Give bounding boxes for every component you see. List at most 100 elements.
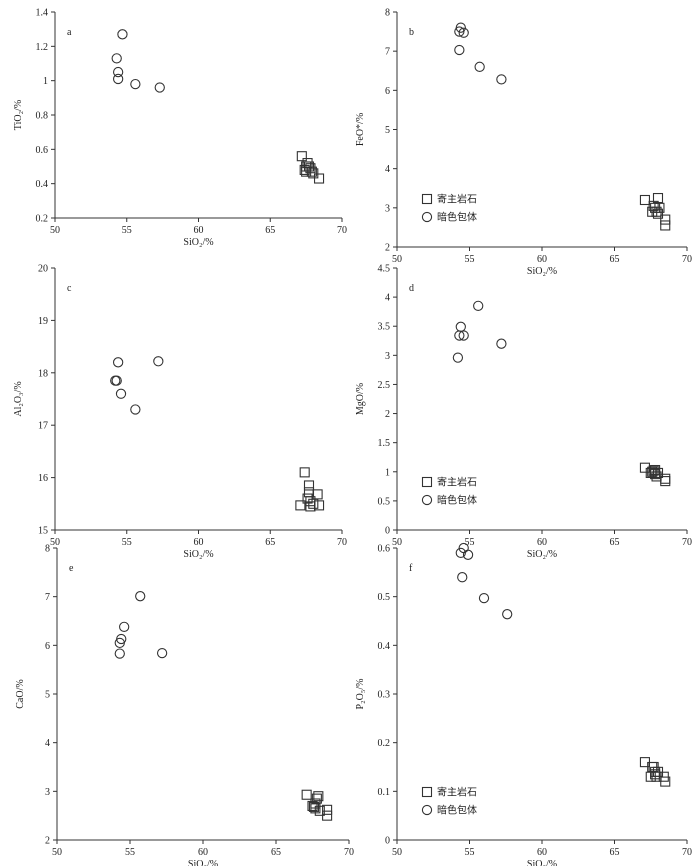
data-point-circle bbox=[462, 549, 474, 560]
x-tick-label: 50 bbox=[392, 254, 402, 265]
x-tick-label: 70 bbox=[682, 254, 692, 265]
legend-circle-marker bbox=[421, 494, 433, 506]
y-axis-title: MgO/% bbox=[355, 383, 366, 415]
y-tick-label: 2 bbox=[45, 836, 50, 847]
data-point-square bbox=[322, 804, 333, 815]
y-tick-label: 8 bbox=[385, 8, 390, 19]
y-axis-title: Al₂O₃/% bbox=[13, 381, 24, 416]
x-tick-label: 60 bbox=[537, 254, 547, 265]
data-point-square bbox=[306, 166, 317, 177]
series-host-rock bbox=[301, 789, 333, 821]
data-point-square bbox=[296, 151, 307, 162]
data-point-circle bbox=[455, 22, 466, 33]
data-point-square bbox=[647, 466, 658, 477]
series-enclave bbox=[111, 29, 165, 93]
y-axis-title: TiO₂/% bbox=[13, 100, 24, 130]
x-tick-label: 60 bbox=[537, 847, 547, 858]
x-tick-label: 50 bbox=[50, 537, 60, 548]
data-point-square bbox=[301, 161, 312, 172]
data-point-square bbox=[652, 208, 664, 219]
y-tick-label: 1 bbox=[43, 76, 48, 87]
data-point-square bbox=[301, 789, 312, 800]
data-point-circle bbox=[454, 44, 465, 56]
data-point-circle bbox=[112, 73, 124, 85]
y-tick-label: 18 bbox=[38, 368, 48, 379]
y-tick-label: 0.2 bbox=[36, 214, 49, 225]
data-point-circle bbox=[502, 609, 513, 620]
x-tick-label: 65 bbox=[271, 847, 281, 858]
data-point-circle bbox=[153, 356, 164, 367]
y-tick-label: 6 bbox=[385, 86, 390, 97]
x-tick-label: 55 bbox=[465, 847, 475, 858]
data-point-square bbox=[303, 480, 315, 491]
panel-letter: a bbox=[67, 27, 72, 38]
y-tick-label: 6 bbox=[45, 641, 50, 652]
legend-entry-enclave: 暗色包体 bbox=[437, 804, 477, 817]
data-point-square bbox=[308, 801, 320, 812]
series-host-rock bbox=[639, 462, 671, 487]
data-point-circle bbox=[135, 591, 146, 602]
y-tick-label: 0.2 bbox=[378, 738, 391, 749]
data-point-circle bbox=[112, 357, 124, 368]
chart-panel-f: 0 0.1 0.2 0.3 0.4 0.5 0.6 50 55 60 65 70 SiO₂/% P₂O₅/… bbox=[355, 542, 692, 866]
y-tick-label: 1.4 bbox=[36, 8, 49, 19]
data-point-circle bbox=[112, 66, 124, 78]
data-point-circle bbox=[452, 352, 464, 363]
data-point-circle bbox=[496, 74, 507, 85]
data-point-circle bbox=[119, 621, 130, 632]
y-axis-title: P₂O₅/% bbox=[355, 679, 366, 710]
x-tick-label: 65 bbox=[265, 537, 275, 548]
x-axis-title: SiO₂/% bbox=[183, 237, 213, 248]
y-tick-label: 3 bbox=[385, 203, 390, 214]
data-point-circle bbox=[474, 61, 485, 72]
y-tick-label: 8 bbox=[45, 544, 50, 555]
y-tick-label: 2 bbox=[385, 243, 390, 254]
x-tick-label: 55 bbox=[125, 847, 135, 858]
x-tick-label: 70 bbox=[337, 225, 347, 236]
x-tick-label: 60 bbox=[194, 225, 204, 236]
y-tick-label: 16 bbox=[38, 473, 48, 484]
x-tick-label: 70 bbox=[344, 847, 354, 858]
x-tick-label: 65 bbox=[610, 254, 620, 265]
y-tick-label: 5 bbox=[385, 125, 390, 136]
panel-letter: c bbox=[67, 283, 72, 294]
x-tick-label: 55 bbox=[122, 225, 132, 236]
data-point-circle bbox=[458, 27, 469, 38]
data-point-square bbox=[295, 500, 306, 511]
data-point-square bbox=[651, 206, 662, 217]
series-enclave bbox=[114, 591, 168, 659]
series-enclave bbox=[110, 356, 164, 415]
data-point-circle bbox=[111, 53, 122, 64]
chart-panel-c: 15 16 17 18 19 20 50 55 60 65 70 SiO₂/% Al₂O₃/% c bbox=[13, 264, 347, 561]
data-point-square bbox=[650, 769, 661, 780]
x-tick-label: 50 bbox=[392, 537, 402, 548]
data-point-square bbox=[302, 493, 313, 504]
data-point-square bbox=[313, 500, 325, 511]
x-tick-label: 50 bbox=[392, 847, 402, 858]
legend-entry-host-rock: 寄主岩石 bbox=[437, 476, 477, 489]
y-tick-label: 2 bbox=[385, 409, 390, 420]
data-point-circle bbox=[455, 321, 466, 332]
series-enclave bbox=[455, 542, 513, 620]
panel-letter: e bbox=[69, 563, 74, 574]
series-host-rock bbox=[296, 151, 325, 184]
legend-entry-enclave: 暗色包体 bbox=[437, 211, 477, 224]
chart-panel-a: 0.2 0.4 0.6 0.8 1 1.2 1.4 50 55 60 65 70 SiO₂/% TiO₂/… bbox=[13, 8, 347, 249]
y-axis-title: CaO/% bbox=[15, 679, 26, 708]
y-tick-label: 0.3 bbox=[378, 690, 391, 701]
data-point-square bbox=[310, 798, 321, 809]
data-point-square bbox=[660, 476, 671, 487]
x-tick-label: 55 bbox=[465, 537, 475, 548]
x-tick-label: 60 bbox=[194, 537, 204, 548]
data-point-square bbox=[660, 214, 671, 225]
x-tick-label: 50 bbox=[50, 225, 60, 236]
legend-entry-enclave: 暗色包体 bbox=[437, 494, 477, 507]
x-tick-label: 55 bbox=[465, 254, 475, 265]
y-tick-label: 1.2 bbox=[36, 42, 49, 53]
x-tick-label: 60 bbox=[537, 537, 547, 548]
data-point-square bbox=[322, 810, 333, 821]
